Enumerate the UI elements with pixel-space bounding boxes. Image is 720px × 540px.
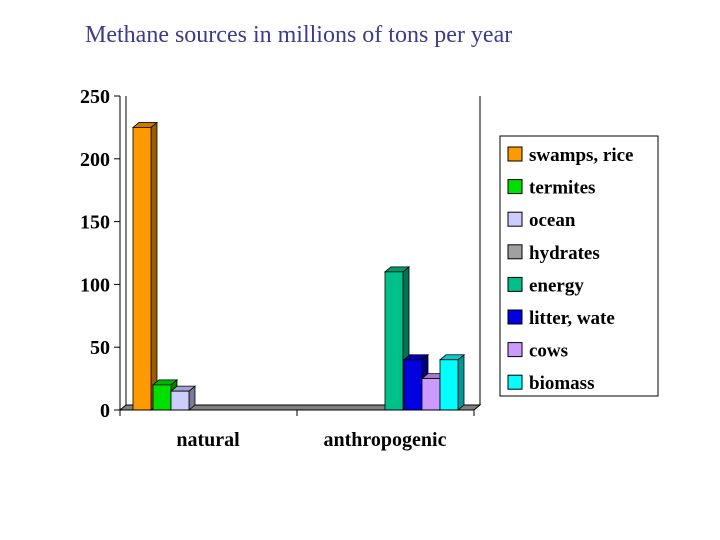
legend-box [499, 135, 659, 397]
bars [131, 121, 466, 411]
x-category-label: natural [176, 429, 240, 451]
legend-swatch [507, 211, 523, 227]
x-category-label: anthropogenic [324, 429, 447, 451]
legend-swatch [507, 342, 523, 358]
bar-natural-ocean [169, 385, 197, 411]
y-tick-label: 250 [80, 86, 110, 108]
y-tick-label: 150 [80, 212, 110, 234]
legend-swatch [507, 179, 523, 195]
y-axis-ticks: 0 50 100 150 200 250 [80, 86, 120, 422]
y-tick-label: 200 [80, 149, 110, 171]
legend-label: ocean [529, 210, 576, 231]
legend-swatch [507, 146, 523, 162]
y-tick-label: 50 [90, 337, 110, 359]
legend-swatch [507, 374, 523, 390]
bar-anthropogenic-biomass [438, 353, 466, 411]
legend-label: litter, wate [529, 308, 615, 329]
legend-label: biomass [529, 373, 594, 394]
legend: swamps, rice termites ocean hydrates energy l… [499, 135, 659, 397]
legend-label: swamps, rice [529, 145, 633, 166]
y-tick-label: 100 [80, 274, 110, 296]
x-axis: natural anthropogenic [119, 409, 475, 451]
legend-label: cows [529, 341, 568, 362]
legend-label: termites [529, 178, 595, 199]
chart-title: Methane sources in millions of tons per … [85, 22, 513, 48]
legend-label: energy [529, 275, 584, 296]
bar-natural-swamps-rice [131, 121, 159, 411]
legend-swatch [507, 244, 523, 260]
legend-label: hydrates [529, 243, 600, 264]
legend-swatch [507, 276, 523, 292]
legend-swatch [507, 309, 523, 325]
y-tick-label: 0 [100, 400, 110, 422]
